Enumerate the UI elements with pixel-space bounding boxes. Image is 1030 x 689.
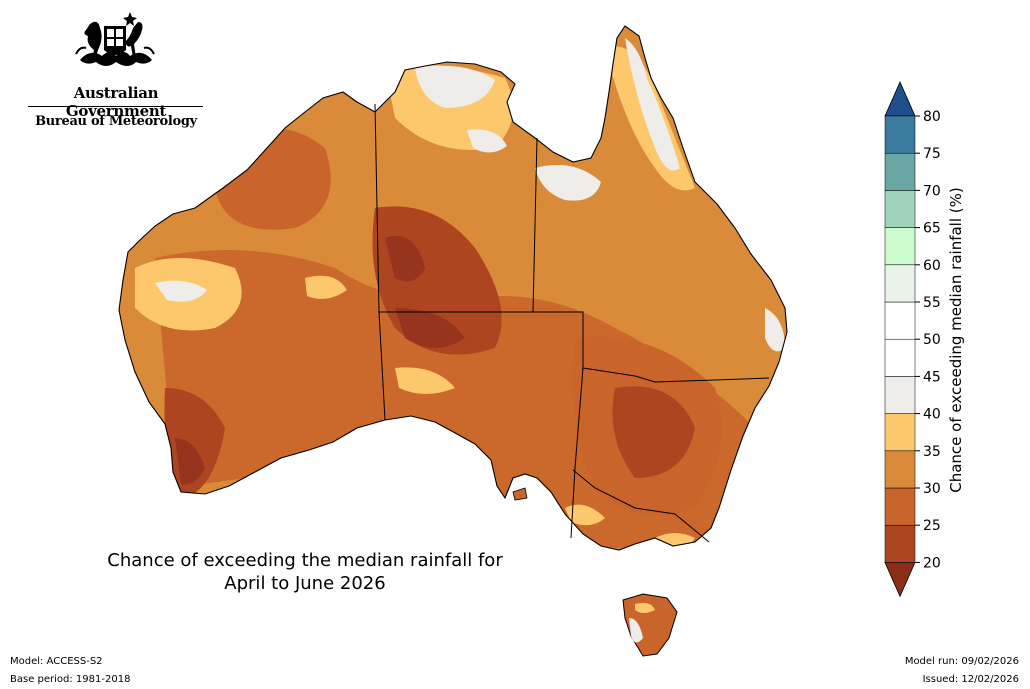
base-period-label: Base period: 1981-2018 — [10, 674, 131, 685]
government-logo: Australian Government Bureau of Meteorol… — [18, 10, 213, 135]
colorbar-bin — [884, 190, 916, 228]
colorbar-tick-label: 20 — [923, 555, 941, 571]
colorbar-tick-label: 75 — [923, 146, 941, 162]
colorbar-legend: 20 25 30 35 40 45 50 55 60 65 70 75 80 — [884, 81, 941, 598]
colorbar-bin — [884, 227, 916, 266]
colorbar-tick-label: 45 — [923, 369, 941, 385]
colorbar-bin — [884, 524, 916, 563]
colorbar-bin — [884, 450, 916, 489]
colorbar-tick-label: 50 — [923, 332, 941, 348]
agency-name: Bureau of Meteorology — [35, 114, 197, 129]
colorbar-bin — [884, 413, 916, 452]
coat-of-arms-icon — [75, 12, 155, 66]
tasmania — [622, 593, 678, 657]
colorbar-tick-label: 25 — [923, 518, 941, 534]
colorbar-tick-label: 60 — [923, 258, 941, 274]
colorbar-bin — [884, 487, 916, 526]
footer-left: Model: ACCESS-S2 Base period: 1981-2018 — [10, 653, 130, 689]
footer-right: Model run: 09/02/2026 Issued: 12/02/2026 — [905, 653, 1019, 689]
colorbar-tick-label: 35 — [923, 444, 941, 460]
colorbar-under-triangle — [884, 561, 916, 598]
kangaroo-island — [512, 487, 528, 501]
colorbar-tick-label: 80 — [923, 109, 941, 125]
state-borders — [374, 103, 770, 543]
colorbar-tick-label: 55 — [923, 295, 941, 311]
colorbar-tick-label: 65 — [923, 221, 941, 237]
model-run-label: Model run: 09/02/2026 — [904, 656, 1019, 667]
map-title: Chance of exceeding the median rainfall … — [70, 549, 540, 595]
colorbar-bin — [884, 376, 916, 414]
colorbar-bin — [884, 115, 916, 154]
model-label: Model: ACCESS-S2 — [10, 656, 103, 667]
colorbar-over-triangle — [884, 81, 916, 117]
colorbar-bin — [884, 338, 916, 377]
colorbar-bin — [884, 152, 916, 191]
issued-label: Issued: 12/02/2026 — [922, 674, 1019, 685]
colorbar-tick-label: 40 — [923, 407, 941, 423]
colorbar-tick-label: 70 — [923, 183, 941, 199]
logo-divider — [28, 106, 203, 107]
colorbar-bin — [884, 264, 916, 303]
colorbar-label: Chance of exceeding median rainfall (%) — [947, 187, 965, 493]
colorbar-tick-label: 30 — [923, 481, 941, 497]
australia-rainfall-map — [118, 25, 788, 657]
map-title-line-1: Chance of exceeding the median rainfall … — [107, 550, 503, 571]
colorbar-bin — [884, 301, 916, 340]
map-title-line-2: April to June 2026 — [224, 573, 386, 594]
